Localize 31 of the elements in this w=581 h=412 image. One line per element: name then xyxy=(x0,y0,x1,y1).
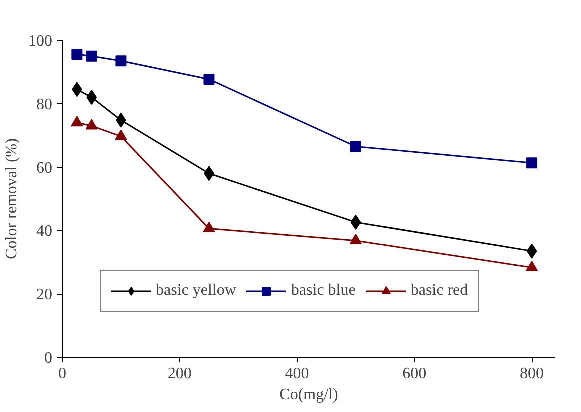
point xyxy=(350,234,362,245)
x-tick-label: 600 xyxy=(402,366,427,382)
point xyxy=(350,141,362,152)
point xyxy=(86,119,98,130)
y-tick-label: 80 xyxy=(36,96,52,114)
x-tick-label: 800 xyxy=(520,366,544,382)
y-axis-title: Color removal (%) xyxy=(4,138,20,260)
x-tick-label: 0 xyxy=(58,366,66,382)
y-tick-label: 0 xyxy=(44,350,52,367)
point xyxy=(72,48,83,60)
point xyxy=(86,90,98,106)
y-tick-label: 20 xyxy=(36,286,52,304)
y-tick-label: 100 xyxy=(28,33,52,50)
x-tick-label: 400 xyxy=(285,366,310,382)
point xyxy=(71,116,84,127)
point xyxy=(116,56,127,67)
point xyxy=(204,74,215,85)
point xyxy=(203,222,216,232)
legend-label: basic red xyxy=(410,282,468,300)
y-tick-label: 40 xyxy=(36,223,52,240)
point xyxy=(526,244,538,259)
point xyxy=(526,158,538,169)
point xyxy=(115,130,128,140)
point xyxy=(86,50,98,62)
point xyxy=(350,214,362,230)
y-tick-label: 60 xyxy=(36,160,52,177)
x-tick-label: 200 xyxy=(168,366,192,382)
point xyxy=(526,260,538,272)
legend-label: basic yellow xyxy=(156,282,236,300)
x-axis-title: Co(mg/l) xyxy=(280,386,338,404)
legend-label: basic blue xyxy=(291,282,356,300)
